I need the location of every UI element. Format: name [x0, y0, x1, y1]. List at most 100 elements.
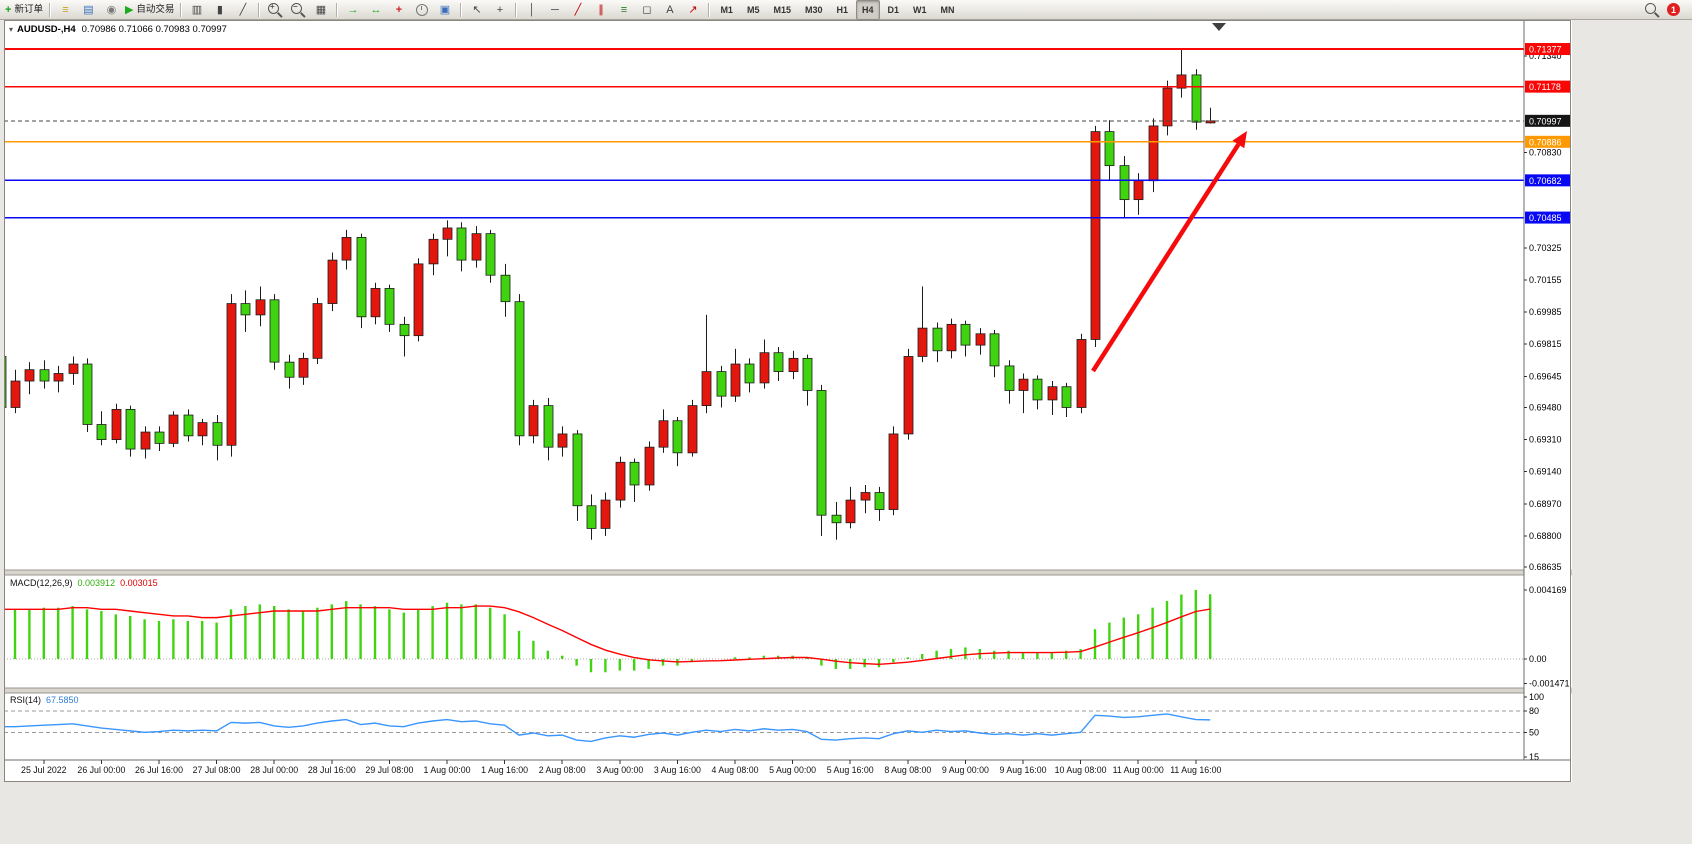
- oneclick-trading-arrow-icon[interactable]: ▾: [9, 25, 14, 34]
- timeframe-button-m30[interactable]: M30: [804, 4, 823, 15]
- toolbar: + 新订单 ≡ ▤ ◉ ▶ 自动交易 ▥ ▮ ╱ + − ▦ → ↔ + ▣ ↖ + │ ─ ╱ ∥ ≡ ◻ A ↗ M1 M5 M15 M…: [0, 0, 1692, 20]
- market-watch-icon[interactable]: ≡: [62, 3, 69, 16]
- indicators-icon[interactable]: +: [395, 3, 403, 16]
- templates-icon[interactable]: ▣: [439, 3, 451, 16]
- svg-text:28 Jul 16:00: 28 Jul 16:00: [308, 765, 356, 775]
- svg-text:15: 15: [1529, 752, 1539, 762]
- macd-layer: [4, 589, 1212, 673]
- macd-value: 0.003912: [77, 578, 116, 588]
- svg-text:3 Aug 16:00: 3 Aug 16:00: [654, 765, 701, 775]
- macd-signal-value: 0.003015: [120, 578, 158, 588]
- svg-text:0.69815: 0.69815: [1529, 339, 1562, 349]
- svg-text:28 Jul 00:00: 28 Jul 00:00: [250, 765, 298, 775]
- notification-badge[interactable]: 1: [1667, 3, 1680, 16]
- shapes-icon[interactable]: ◻: [642, 3, 652, 16]
- autotrade-button[interactable]: ▶ 自动交易: [124, 3, 175, 16]
- svg-text:10 Aug 08:00: 10 Aug 08:00: [1055, 765, 1107, 775]
- symbol-name: AUDUSD-,H4: [17, 24, 76, 35]
- timeframe-button-m1[interactable]: M1: [720, 4, 733, 15]
- arrows-icon[interactable]: ↗: [688, 3, 698, 16]
- svg-text:50: 50: [1529, 727, 1539, 737]
- chart-canvas[interactable]: 0.71340 0.70830 0.70325 0.70155 0.69985 0.698…: [4, 20, 1572, 782]
- svg-text:0.70997: 0.70997: [1529, 116, 1562, 126]
- svg-text:0.69645: 0.69645: [1529, 371, 1562, 381]
- toolbar-divider: [708, 2, 710, 17]
- line-chart-icon[interactable]: ╱: [239, 3, 247, 16]
- svg-text:2 Aug 08:00: 2 Aug 08:00: [539, 765, 586, 775]
- fibonacci-icon[interactable]: ≡: [620, 3, 628, 16]
- svg-text:0.69985: 0.69985: [1529, 307, 1562, 317]
- rsi-value: 67.5850: [46, 695, 79, 705]
- price-tags: 0.71377 0.71178 0.70997 0.70886 0.70682 0.704…: [1525, 43, 1570, 224]
- svg-text:0.70830: 0.70830: [1529, 147, 1562, 157]
- svg-text:9 Aug 00:00: 9 Aug 00:00: [942, 765, 989, 775]
- rsi-layer: [4, 710, 1524, 743]
- zoom-in-icon[interactable]: +: [264, 2, 285, 18]
- time-scale: 25 Jul 2022 26 Jul 00:00 26 Jul 16:00 27 Ju…: [21, 760, 1222, 775]
- vertical-line-icon[interactable]: │: [528, 3, 536, 16]
- timeframe-button-h1[interactable]: H1: [836, 4, 849, 15]
- svg-text:26 Jul 00:00: 26 Jul 00:00: [77, 765, 125, 775]
- svg-text:100: 100: [1529, 692, 1544, 702]
- chart-ohlc-values: 0.70986 0.71066 0.70983 0.70997: [81, 24, 227, 35]
- svg-text:0.68800: 0.68800: [1529, 531, 1562, 541]
- toolbar-divider: [258, 2, 260, 17]
- svg-text:29 Jul 08:00: 29 Jul 08:00: [365, 765, 413, 775]
- svg-text:0.71178: 0.71178: [1529, 82, 1561, 92]
- chart-title: ▾ AUDUSD-,H4 0.70986 0.71066 0.70983 0.709…: [9, 24, 227, 35]
- trendline-icon[interactable]: ╱: [574, 3, 582, 16]
- svg-text:-0.001471: -0.001471: [1529, 678, 1570, 688]
- cursor-icon[interactable]: ↖: [472, 3, 482, 16]
- svg-text:8 Aug 08:00: 8 Aug 08:00: [884, 765, 931, 775]
- timeframe-button-mn[interactable]: MN: [940, 4, 955, 15]
- svg-text:0.71340: 0.71340: [1529, 51, 1562, 61]
- svg-text:11 Aug 00:00: 11 Aug 00:00: [1113, 765, 1164, 775]
- chart-shift-marker[interactable]: [1212, 23, 1226, 31]
- svg-text:0.71377: 0.71377: [1529, 45, 1562, 55]
- data-window-icon[interactable]: ▤: [83, 3, 94, 16]
- zoom-out-icon[interactable]: −: [287, 2, 308, 18]
- text-icon[interactable]: A: [666, 3, 674, 16]
- new-order-button[interactable]: + 新订单: [5, 3, 43, 16]
- svg-text:25 Jul 2022: 25 Jul 2022: [21, 765, 67, 775]
- svg-text:0.69140: 0.69140: [1529, 467, 1562, 477]
- channel-icon[interactable]: ∥: [598, 3, 604, 16]
- macd-title: MACD(12,26,9): [10, 578, 73, 588]
- horizontal-line-objects[interactable]: [4, 48, 1524, 219]
- auto-scroll-icon[interactable]: →: [347, 3, 359, 16]
- horizontal-line-icon[interactable]: ─: [551, 3, 559, 16]
- svg-text:5 Aug 16:00: 5 Aug 16:00: [827, 765, 874, 775]
- toolbar-divider: [460, 2, 462, 17]
- rsi-title: RSI(14): [10, 695, 42, 705]
- svg-text:27 Jul 08:00: 27 Jul 08:00: [193, 765, 241, 775]
- price-scale: 0.71340 0.70830 0.70325 0.70155 0.69985 0.698…: [1524, 51, 1570, 762]
- macd-indicator-label: MACD(12,26,9) 0.003912 0.003015: [10, 578, 158, 588]
- periods-icon[interactable]: [411, 2, 432, 18]
- svg-text:80: 80: [1529, 706, 1539, 716]
- trend-arrow[interactable]: [1091, 131, 1247, 373]
- crosshair-icon[interactable]: +: [496, 3, 504, 16]
- timeframe-button-h4[interactable]: H4: [856, 0, 880, 20]
- pane-separator[interactable]: [4, 687, 1572, 694]
- candles-layer: [4, 49, 1216, 540]
- svg-text:0.68635: 0.68635: [1529, 562, 1562, 572]
- toolbar-divider: [515, 2, 517, 17]
- chart-shift-icon[interactable]: ↔: [370, 3, 382, 16]
- svg-text:0.004169: 0.004169: [1529, 585, 1567, 595]
- tile-windows-icon[interactable]: ▦: [315, 3, 327, 16]
- svg-text:11 Aug 16:00: 11 Aug 16:00: [1170, 765, 1221, 775]
- pane-separator[interactable]: [4, 569, 1572, 576]
- svg-text:4 Aug 08:00: 4 Aug 08:00: [712, 765, 759, 775]
- candle-chart-icon[interactable]: ▮: [216, 3, 223, 16]
- search-icon[interactable]: [1645, 3, 1656, 14]
- navigator-icon[interactable]: ◉: [106, 3, 117, 16]
- timeframe-button-m15[interactable]: M15: [773, 4, 791, 15]
- svg-text:0.00: 0.00: [1529, 654, 1547, 664]
- bar-chart-icon[interactable]: ▥: [191, 3, 203, 16]
- svg-text:1 Aug 16:00: 1 Aug 16:00: [481, 765, 528, 775]
- svg-text:3 Aug 00:00: 3 Aug 00:00: [596, 765, 643, 775]
- svg-text:0.70155: 0.70155: [1529, 275, 1562, 285]
- timeframe-button-d1[interactable]: D1: [887, 4, 900, 15]
- timeframe-button-w1[interactable]: W1: [913, 4, 927, 15]
- timeframe-button-m5[interactable]: M5: [746, 4, 760, 15]
